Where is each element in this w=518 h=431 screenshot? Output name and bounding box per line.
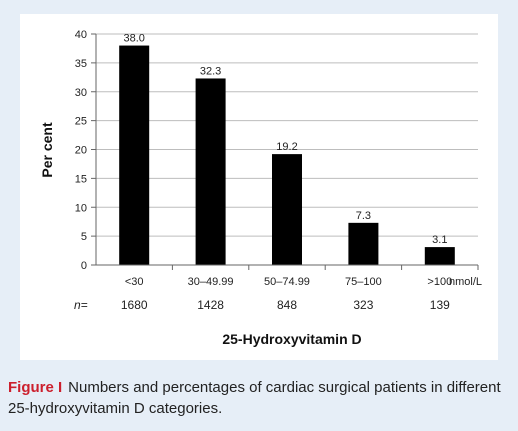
- figure-caption-text: Numbers and percentages of cardiac surgi…: [8, 379, 501, 417]
- x-tick-label: 50–74.99: [264, 276, 310, 288]
- x-tick-label: 75–100: [345, 276, 382, 288]
- y-tick-label: 25: [75, 116, 87, 128]
- figure-caption: Figure I Numbers and percentages of cardi…: [8, 377, 510, 419]
- y-tick-label: 40: [75, 29, 87, 41]
- bar-value-label: 32.3: [200, 65, 221, 77]
- x-axis-title: 25-Hydroxyvitamin D: [222, 331, 361, 347]
- x-tick-label: >100: [427, 276, 452, 288]
- bar-value-label: 19.2: [276, 141, 297, 153]
- y-tick-label: 20: [75, 145, 87, 157]
- bar-value-label: 7.3: [356, 210, 371, 222]
- bar: [348, 222, 379, 265]
- y-tick-label: 5: [81, 231, 87, 243]
- y-tick-label: 30: [75, 87, 87, 99]
- y-axis-title: Per cent: [39, 122, 55, 178]
- bar: [272, 154, 302, 265]
- bar: [195, 78, 226, 265]
- bar: [119, 45, 150, 265]
- x-axis-unit: nmol/L: [449, 276, 482, 288]
- y-tick-label: 0: [81, 260, 87, 272]
- bar-chart: 0 5 10 15 20 25 30 35 40 38.0 32.3 19.2 7.3 3.1 <30 3…: [39, 29, 482, 347]
- x-tick-label: <30: [125, 276, 144, 288]
- bars: [119, 45, 455, 265]
- y-tick-label: 10: [75, 202, 87, 214]
- y-tick-label: 35: [75, 58, 87, 70]
- data-labels: 38.0 32.3 19.2 7.3 3.1: [123, 33, 447, 247]
- sample-size-value: 1680: [121, 298, 148, 312]
- sample-size-value: 1428: [197, 298, 224, 312]
- bar-value-label: 38.0: [123, 33, 144, 45]
- sample-sizes: 1680 1428 848 323 139: [121, 298, 450, 312]
- x-axis-ticks: <30 30–49.99 50–74.99 75–100 >100: [125, 265, 479, 288]
- figure-caption-label: Figure I: [8, 379, 63, 396]
- sample-size-value: 323: [353, 298, 373, 312]
- n-row-label: n=: [74, 298, 88, 312]
- sample-size-value: 139: [430, 298, 450, 312]
- chart-area: 0 5 10 15 20 25 30 35 40 38.0 32.3 19.2 7.3 3.1 <30 3…: [20, 14, 498, 360]
- x-tick-label: 30–49.99: [188, 276, 234, 288]
- y-tick-label: 15: [75, 173, 87, 185]
- sample-size-value: 848: [277, 298, 297, 312]
- bar-value-label: 3.1: [432, 234, 447, 246]
- y-axis-ticks: 0 5 10 15 20 25 30 35 40: [75, 29, 96, 272]
- bar: [424, 247, 455, 265]
